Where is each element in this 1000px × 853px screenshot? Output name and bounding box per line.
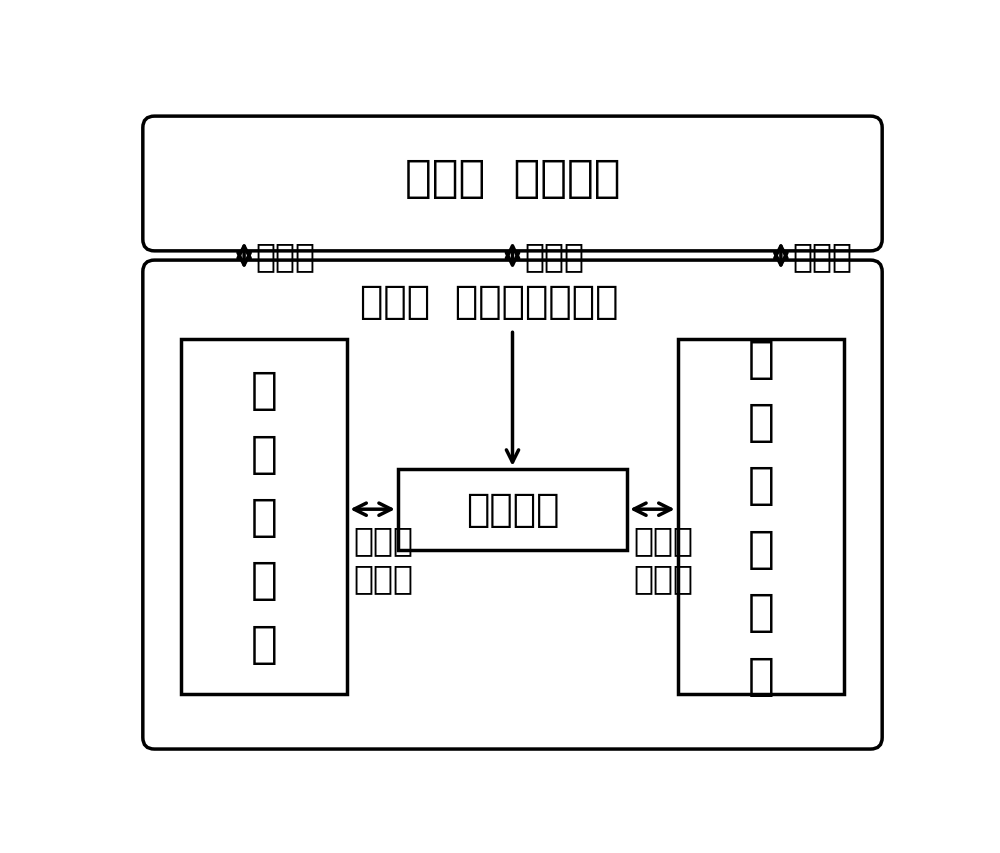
FancyBboxPatch shape: [181, 340, 347, 693]
Text: 信息流: 信息流: [793, 240, 853, 273]
Text: 信息流: 信息流: [256, 240, 316, 273]
Text: 信息流: 信息流: [524, 240, 584, 273]
Text: 信息流
能量流: 信息流 能量流: [354, 524, 414, 595]
FancyBboxPatch shape: [398, 469, 627, 550]
Text: 电
力
子
系
统: 电 力 子 系 统: [251, 368, 277, 665]
FancyBboxPatch shape: [143, 117, 882, 252]
Text: 顶层：  监管中心: 顶层： 监管中心: [405, 157, 620, 200]
Text: 天
然
气
子
系
统: 天 然 气 子 系 统: [748, 337, 774, 697]
Text: 耦合设备: 耦合设备: [466, 490, 559, 529]
Text: 信息流
能量流: 信息流 能量流: [633, 524, 693, 595]
FancyBboxPatch shape: [678, 340, 844, 693]
Text: 底层：  分布式能源主体: 底层： 分布式能源主体: [360, 282, 618, 321]
FancyBboxPatch shape: [143, 261, 882, 749]
